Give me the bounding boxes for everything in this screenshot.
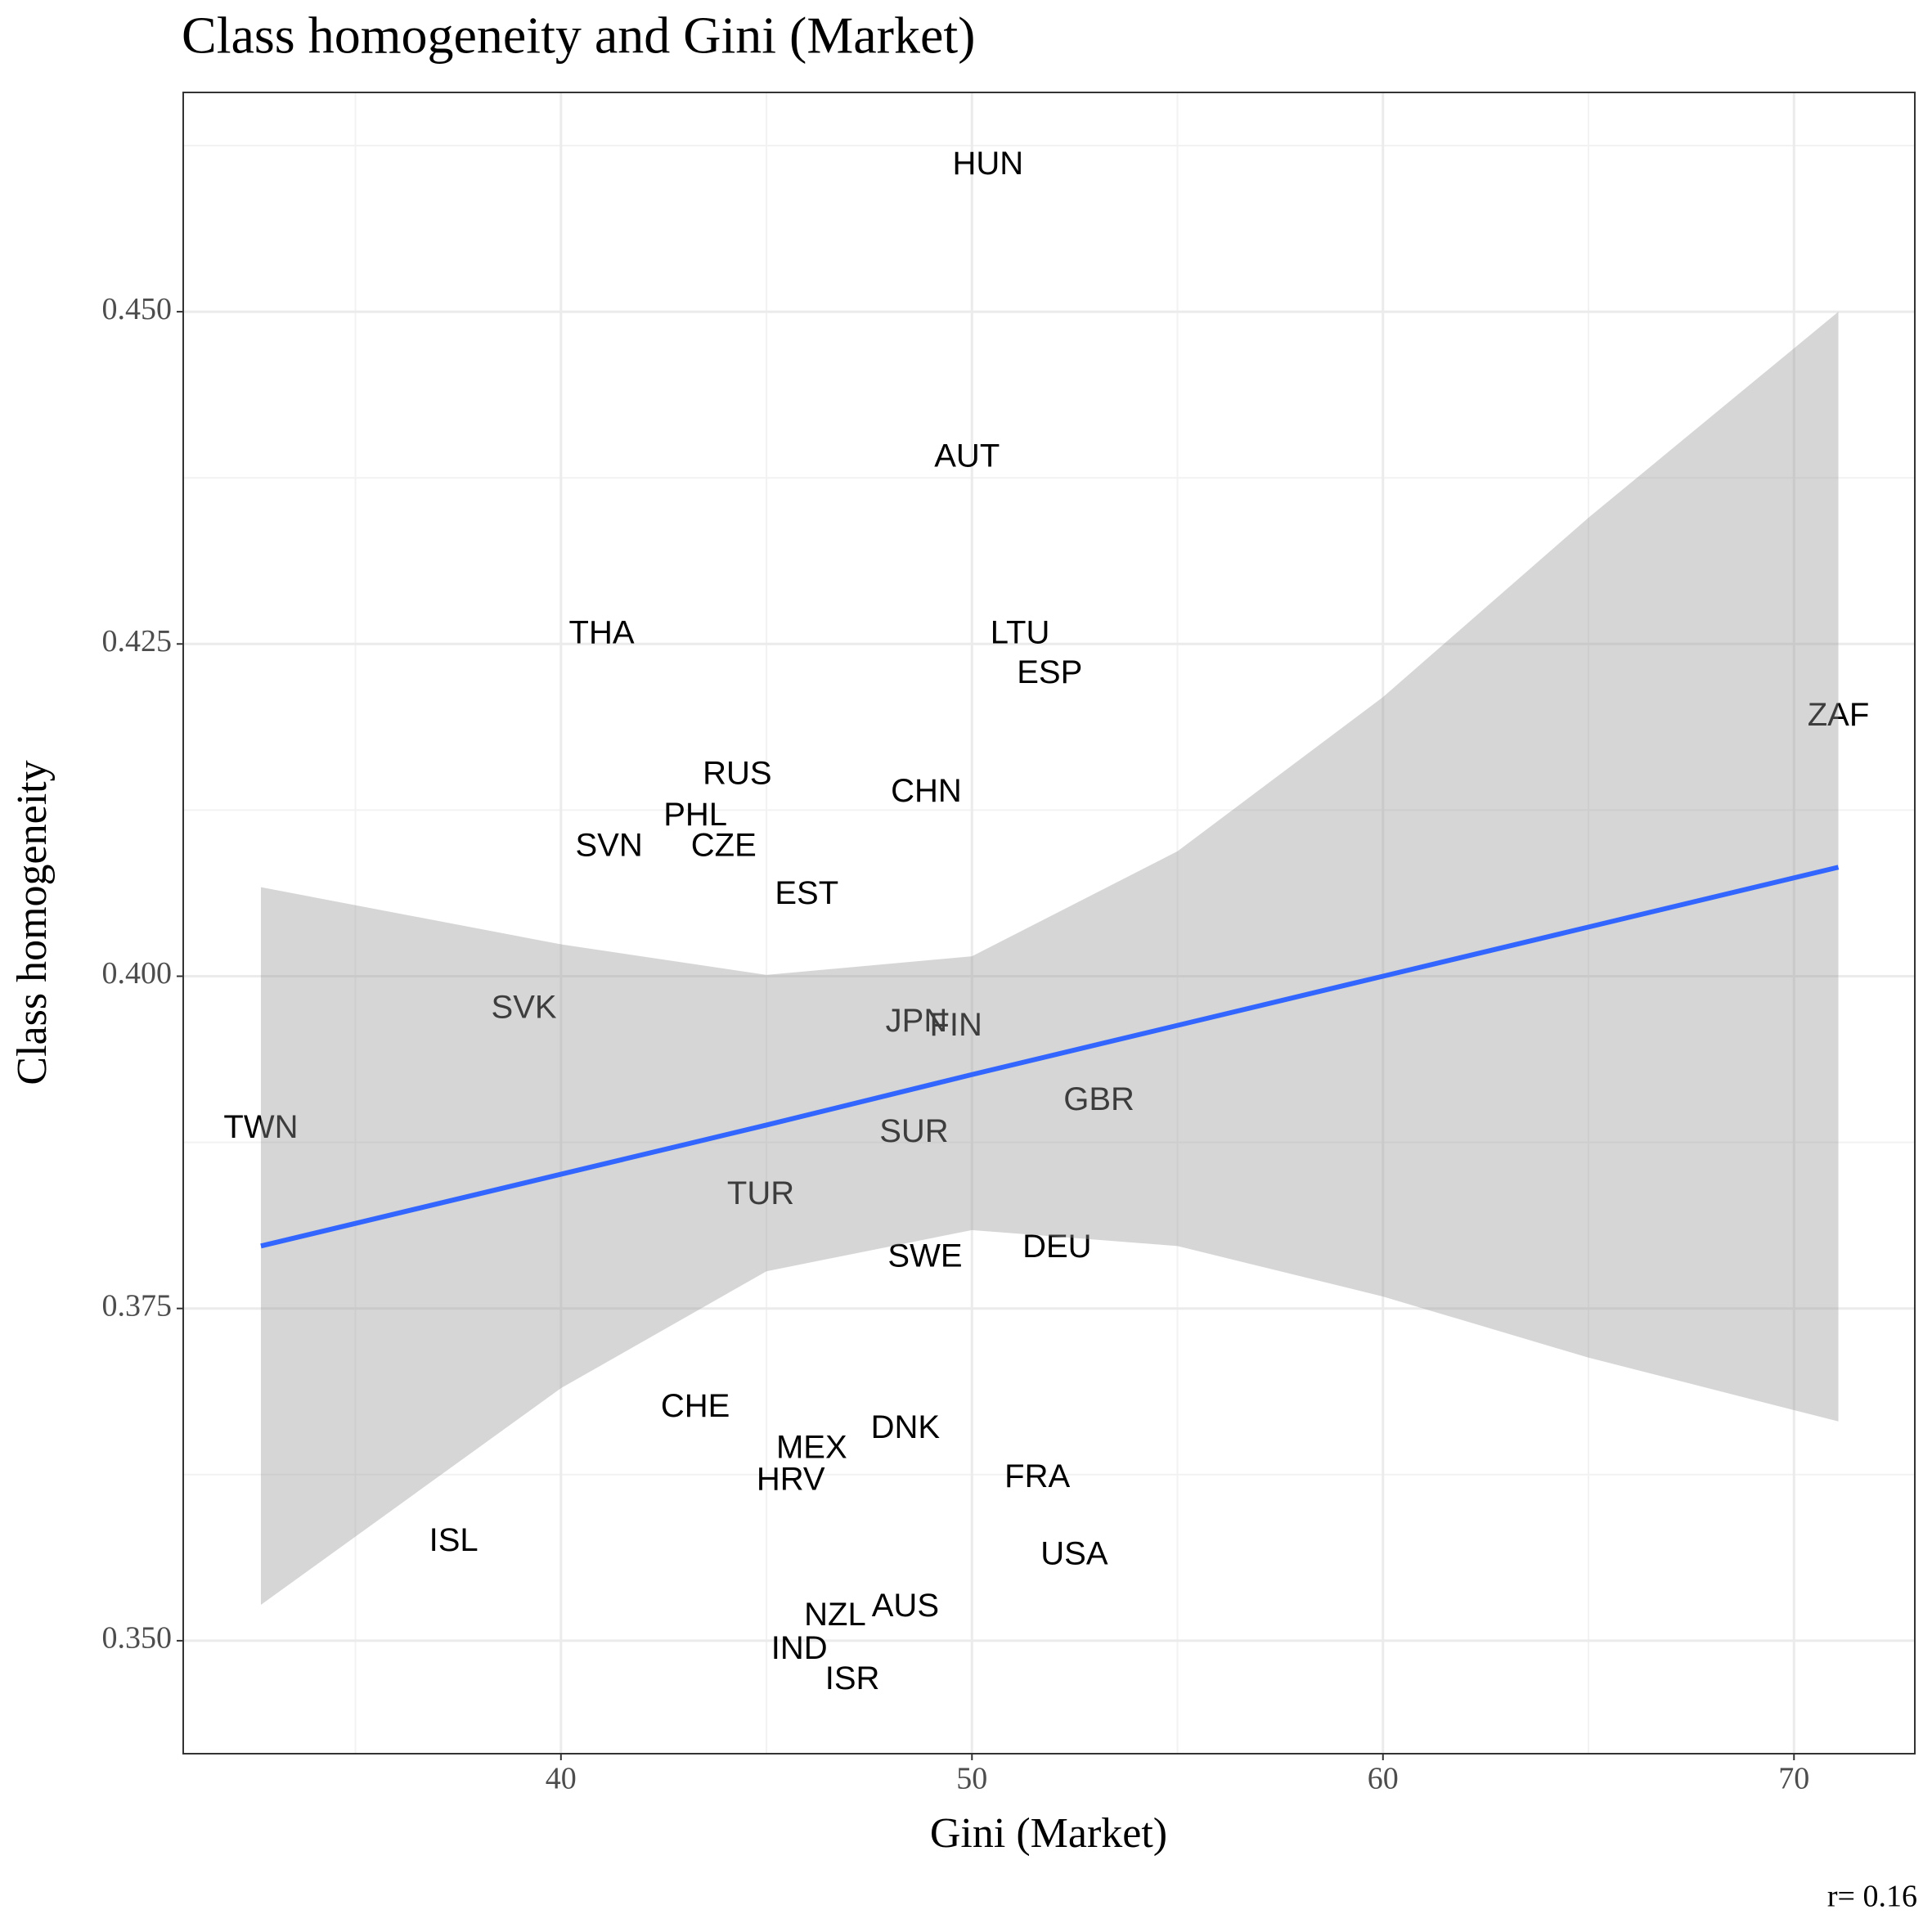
y-tick-label: 0.425 (102, 624, 173, 658)
plot-border (182, 92, 1916, 1755)
point-label: ISL (429, 1522, 479, 1558)
point-label: NZL (804, 1597, 866, 1633)
y-axis-title: Class homogeneity (9, 760, 56, 1085)
point-label: EST (775, 875, 838, 911)
point-label: AUS (872, 1588, 939, 1624)
point-label: PHL (663, 797, 727, 833)
y-tick-label: 0.350 (102, 1621, 173, 1656)
x-axis-title: Gini (Market) (930, 1810, 1167, 1857)
point-label: JPN (886, 1003, 948, 1039)
point-label: CHE (661, 1388, 730, 1424)
point-label: ZAF (1808, 697, 1870, 733)
fit-line (260, 865, 1840, 1249)
point-label: HRV (757, 1461, 825, 1497)
point-label: TWN (223, 1109, 298, 1145)
y-tick-label: 0.400 (102, 956, 173, 991)
plot-background (183, 92, 1915, 1754)
point-label: ISR (825, 1660, 880, 1696)
point-label: FRA (1004, 1458, 1070, 1494)
point-label: AUT (934, 438, 1000, 474)
y-tick-label: 0.375 (102, 1288, 173, 1323)
point-label: RUS (703, 756, 771, 792)
x-tick-label: 40 (546, 1762, 577, 1796)
point-label: SVK (492, 990, 557, 1026)
point-label: USA (1040, 1535, 1108, 1571)
annotation: r= 0.16 (1827, 1880, 1917, 1914)
point-label: GBR (1063, 1081, 1134, 1117)
confidence-band (260, 312, 1839, 1606)
x-tick-label: 60 (1368, 1762, 1399, 1796)
point-label: ESP (1017, 654, 1082, 690)
point-label: FIN (929, 1007, 982, 1043)
point-label: DEU (1022, 1229, 1091, 1265)
point-label: THA (569, 614, 635, 650)
point-label: DNK (871, 1409, 941, 1445)
point-label: SUR (879, 1113, 948, 1149)
point-label: MEX (776, 1429, 847, 1465)
point-label: CHN (891, 773, 962, 809)
chart-title: Class homogeneity and Gini (Market) (182, 7, 975, 65)
y-tick-label: 0.450 (102, 292, 173, 326)
point-label: LTU (991, 614, 1050, 650)
point-label: TUR (727, 1175, 794, 1211)
point-label: SVN (575, 827, 642, 863)
x-tick-label: 70 (1778, 1762, 1809, 1796)
point-label: CZE (691, 827, 757, 863)
point-label: IND (771, 1630, 828, 1666)
point-label: HUN (953, 146, 1024, 182)
x-tick-label: 50 (956, 1762, 987, 1796)
point-label: SWE (887, 1238, 962, 1274)
